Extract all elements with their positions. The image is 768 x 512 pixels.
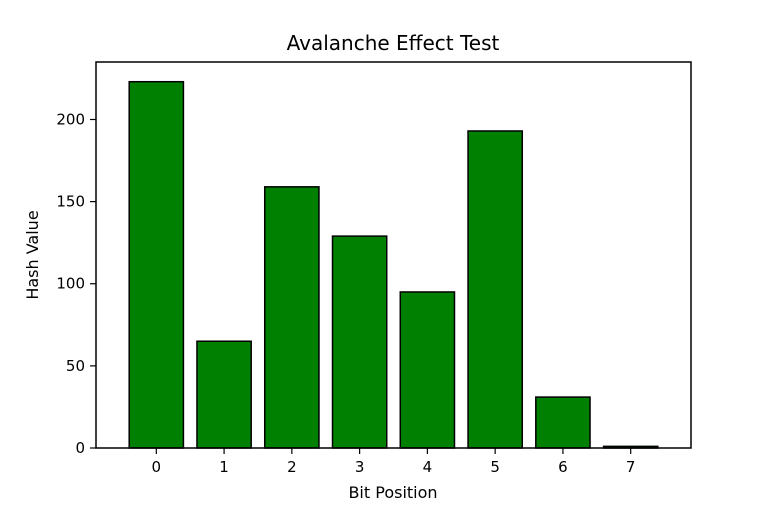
y-ticks-group: 0 50 100 150 200 (56, 110, 96, 457)
bars-group (128, 80, 659, 449)
bar-2 (263, 186, 320, 449)
plot-frame (95, 61, 692, 449)
bar-4 (399, 291, 456, 449)
x-axis-label: Bit Position (348, 483, 437, 502)
x-tick-label: 6 (558, 458, 568, 476)
y-tick-label: 150 (56, 193, 85, 211)
x-tick-label: 0 (152, 458, 162, 476)
x-ticks-group: 0 1 2 3 4 5 6 7 (152, 448, 636, 476)
bar-6 (535, 396, 591, 449)
x-tick-label: 5 (490, 458, 500, 476)
y-tick-label: 100 (56, 275, 85, 293)
y-tick-label: 50 (66, 357, 85, 375)
x-tick-label: 7 (626, 458, 636, 476)
y-tick-label: 0 (75, 439, 85, 457)
x-tick-label: 2 (287, 458, 297, 476)
bar-1 (196, 340, 252, 449)
x-tick-label: 4 (423, 458, 433, 476)
bar-3 (331, 235, 388, 449)
x-tick-label: 1 (219, 458, 229, 476)
bar-5 (467, 130, 524, 449)
bar-0 (128, 80, 185, 449)
y-axis-label: Hash Value (23, 210, 42, 299)
x-tick-label: 3 (355, 458, 365, 476)
chart-title: Avalanche Effect Test (287, 31, 500, 55)
y-tick-label: 200 (56, 110, 85, 128)
